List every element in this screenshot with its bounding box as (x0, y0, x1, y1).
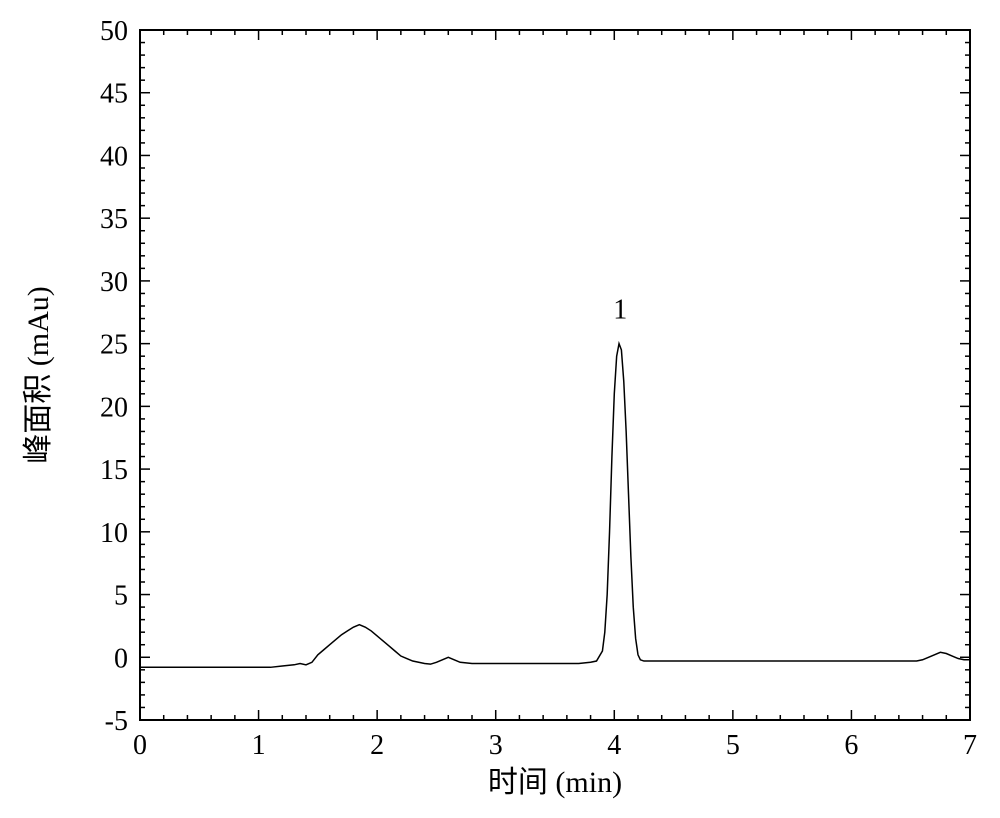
plot-border (140, 30, 970, 720)
x-tick-label: 6 (844, 730, 858, 761)
x-tick-label: 7 (963, 730, 977, 761)
y-tick-label: 15 (100, 455, 128, 486)
y-tick-label: 20 (100, 392, 128, 423)
y-tick-label: 45 (100, 79, 128, 110)
x-tick-label: 5 (726, 730, 740, 761)
x-axis-label: 时间 (min) (488, 766, 622, 799)
chromatogram-trace (140, 344, 970, 668)
x-tick-label: 2 (370, 730, 384, 761)
chromatogram-chart: 01234567-5051015202530354045501时间 (min)峰… (0, 0, 1000, 818)
y-tick-label: -5 (105, 706, 128, 737)
y-axis-label: 峰面积 (mAu) (22, 286, 55, 463)
y-tick-label: 35 (100, 204, 128, 235)
peak-label: 1 (613, 295, 627, 326)
y-tick-label: 40 (100, 141, 128, 172)
x-tick-label: 3 (489, 730, 503, 761)
chart-svg: 01234567-5051015202530354045501时间 (min)峰… (0, 0, 1000, 818)
x-tick-label: 1 (252, 730, 266, 761)
y-tick-label: 50 (100, 16, 128, 47)
y-tick-label: 30 (100, 267, 128, 298)
y-tick-label: 10 (100, 518, 128, 549)
y-tick-label: 5 (114, 581, 128, 612)
y-tick-label: 25 (100, 330, 128, 361)
y-tick-label: 0 (114, 643, 128, 674)
x-tick-label: 0 (133, 730, 147, 761)
x-tick-label: 4 (607, 730, 621, 761)
